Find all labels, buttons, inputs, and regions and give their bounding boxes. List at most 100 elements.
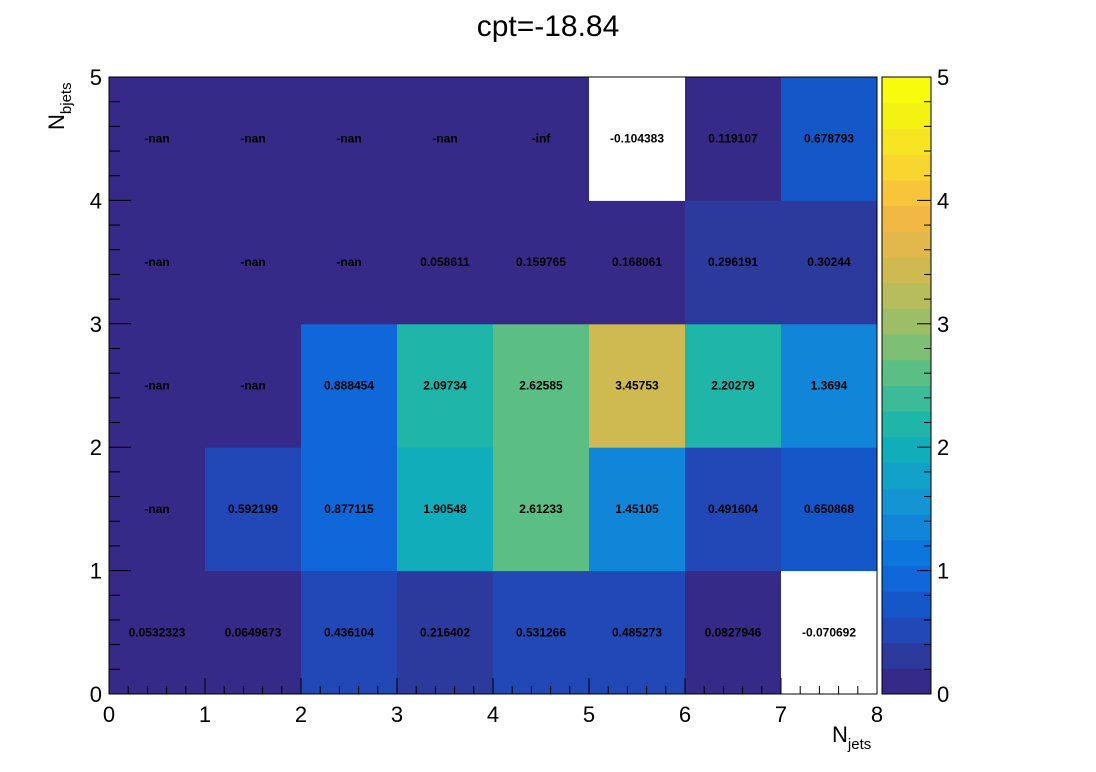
y-tick-label: 1: [90, 559, 102, 584]
heatmap-cell: [205, 77, 302, 201]
cell-value-label: 0.888454: [324, 379, 374, 393]
cell-value-label: -nan: [336, 132, 361, 146]
color-scale-segment: [882, 514, 931, 541]
cell-value-label: 1.45105: [615, 502, 659, 516]
cell-value-label: 0.436104: [324, 625, 374, 639]
heatmap-cell: [589, 200, 686, 325]
x-tick-label: 8: [871, 702, 883, 727]
cell-value-label: 2.62585: [519, 379, 563, 393]
color-scale-frame: [881, 76, 932, 695]
cell-value-label: 0.491604: [708, 502, 758, 516]
color-scale-segment: [882, 668, 931, 695]
heatmap-cell: [493, 77, 590, 201]
color-scale-segment: [882, 308, 931, 335]
heatmap-cells: [109, 77, 878, 695]
heatmap-cell: [301, 200, 398, 325]
heatmap-cell: [397, 77, 494, 201]
cell-value-label: 0.216402: [420, 625, 470, 639]
x-tick-label: 6: [679, 702, 691, 727]
cell-value-label: 0.296191: [708, 255, 758, 269]
color-scale-segment: [882, 77, 931, 104]
cell-value-label: -nan: [240, 379, 265, 393]
color-scale-segment: [882, 436, 931, 464]
color-scale-segment: [882, 591, 931, 618]
heatmap-cell: [685, 447, 782, 572]
cell-value-label: 0.119107: [708, 132, 758, 146]
color-scale-segment: [882, 154, 931, 181]
heatmap-cell: [397, 570, 494, 695]
x-tick-label: 2: [295, 702, 307, 727]
cell-value-label: -nan: [144, 132, 169, 146]
x-axis-label: Njets: [832, 722, 871, 753]
cell-value-label: 0.058611: [420, 255, 470, 269]
cell-value-label: 0.531266: [516, 625, 566, 639]
color-scale-segment: [882, 616, 931, 644]
color-scale-tick-label: 1: [937, 559, 949, 584]
heatmap-cell: [205, 447, 302, 572]
cell-value-label: -nan: [144, 502, 169, 516]
cell-value-label: 0.592199: [228, 502, 278, 516]
y-axis-ticks: 0 1 2 3 4 5: [90, 65, 131, 707]
color-scale-segment: [882, 205, 931, 232]
heatmap-cell: [109, 447, 206, 572]
color-scale-segment: [882, 282, 931, 309]
heatmap-cell-labels: 0.0532323 0.0649673 0.436104 0.216402 0.5312…: [129, 132, 857, 640]
heatmap-cell: [301, 570, 398, 695]
heatmap-cell: [301, 447, 398, 572]
cell-value-label: 0.0827946: [705, 625, 762, 639]
heatmap-cell: [493, 323, 590, 448]
heatmap-cell: [397, 447, 494, 572]
color-scale-tick-label: 3: [937, 312, 949, 337]
cell-value-label: 1.3694: [811, 379, 848, 393]
heatmap-cell: [109, 200, 206, 325]
heatmap-cell: [781, 200, 878, 325]
cell-value-label: 3.45753: [615, 379, 659, 393]
heatmap-cell: [109, 323, 206, 448]
x-tick-label: 3: [391, 702, 403, 727]
cell-value-label: -inf: [532, 132, 552, 146]
color-scale-segment: [882, 102, 931, 129]
color-scale-segment: [882, 411, 931, 438]
y-tick-label: 3: [90, 312, 102, 337]
heatmap-cell: [685, 77, 782, 201]
heatmap-cell: [589, 323, 686, 448]
color-scale-segment: [882, 488, 931, 515]
heatmap-cell: [589, 447, 686, 572]
color-scale-segment: [882, 385, 931, 412]
x-tick-label: 1: [199, 702, 211, 727]
cell-value-label: -nan: [144, 255, 169, 269]
heatmap-cell: [493, 200, 590, 325]
chart-title: cpt=-18.84: [477, 10, 620, 43]
heatmap-cell: [685, 200, 782, 325]
color-scale-tick-label: 5: [937, 65, 949, 90]
color-scale-tick-label: 0: [937, 682, 949, 707]
x-tick-label: 0: [103, 702, 115, 727]
x-tick-label: 7: [775, 702, 787, 727]
color-scale-segment: [882, 539, 931, 566]
y-tick-label: 0: [90, 682, 102, 707]
color-scale-segment: [882, 179, 931, 207]
color-scale-tick-label: 4: [937, 188, 949, 213]
color-scale-segment: [882, 359, 931, 386]
color-scale-segment: [882, 565, 931, 592]
heatmap-cell: [205, 323, 302, 448]
x-tick-label: 4: [487, 702, 499, 727]
cell-value-label: 0.877115: [324, 502, 374, 516]
heatmap-cell: [109, 77, 206, 201]
heatmap-cell: [397, 323, 494, 448]
cell-value-label: -0.070692: [802, 625, 856, 639]
cell-value-label: 0.159765: [516, 255, 566, 269]
cell-value-label: -nan: [432, 132, 457, 146]
x-axis-ticks: 0 1 2 3 4 5 6 7 8: [103, 678, 883, 727]
x-tick-label: 5: [583, 702, 595, 727]
heatmap-cell: [685, 323, 782, 448]
cell-value-label: -nan: [336, 255, 361, 269]
heatmap-cell: [397, 200, 494, 325]
cell-value-label: 1.90548: [423, 502, 467, 516]
color-scale-ticks: 0 1 2 3 4 5: [917, 65, 949, 707]
cell-value-label: 0.0532323: [129, 625, 186, 639]
heatmap-cell: [589, 77, 686, 201]
color-scale-tick-label: 2: [937, 435, 949, 460]
cell-value-label: 0.30244: [807, 255, 851, 269]
cell-value-label: -nan: [240, 132, 265, 146]
